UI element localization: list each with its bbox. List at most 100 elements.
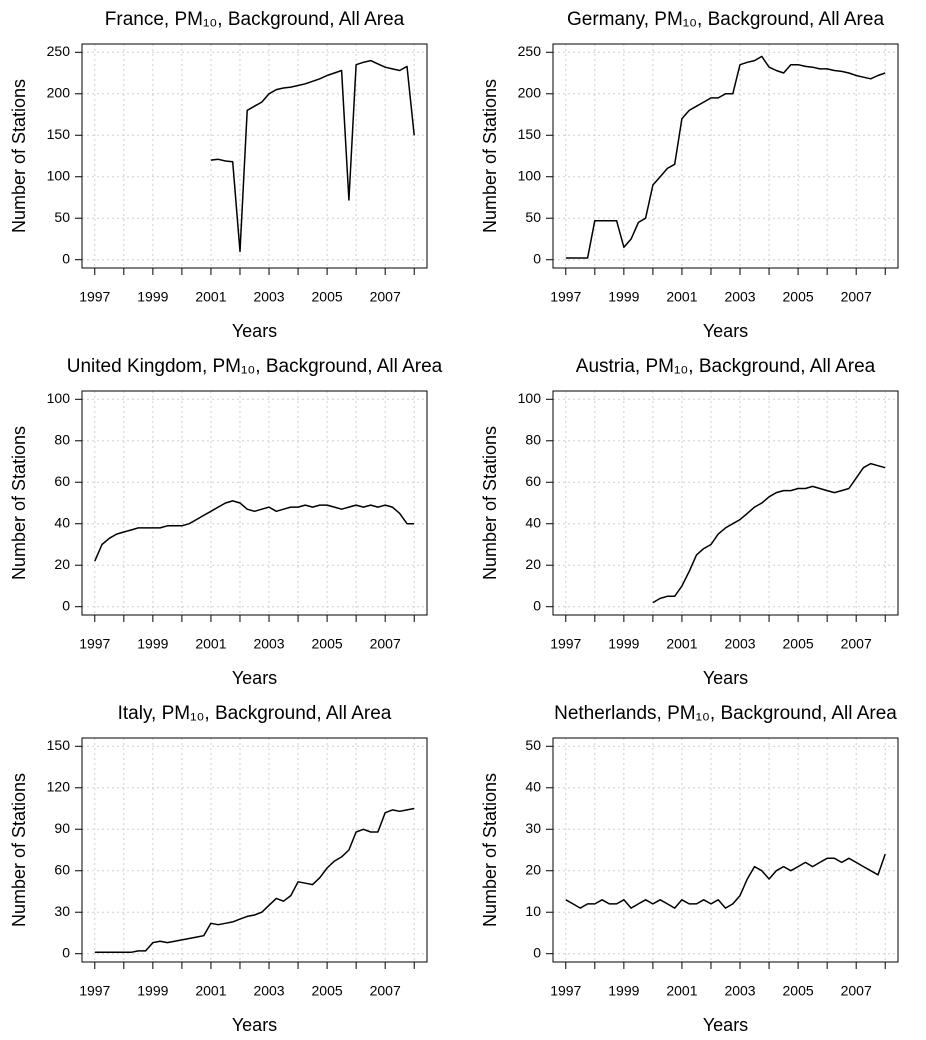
- x-tick-label: 1999: [137, 636, 168, 652]
- y-tick-label: 0: [62, 944, 70, 960]
- x-axis-label: Years: [232, 321, 277, 341]
- x-tick-label: 2007: [370, 636, 401, 652]
- x-tick-label: 2007: [841, 289, 872, 305]
- y-axis-label: Number of Stations: [480, 79, 500, 233]
- plot-frame: [81, 737, 428, 963]
- y-tick-label: 100: [47, 390, 71, 406]
- x-axis-label: Years: [703, 1015, 748, 1035]
- y-tick-label: 0: [62, 597, 70, 613]
- x-tick-label: 2001: [195, 636, 226, 652]
- x-tick-label: 1999: [608, 636, 639, 652]
- x-tick-label: 2001: [666, 983, 697, 999]
- x-tick-label: 2005: [312, 636, 343, 652]
- plot-frame: [81, 43, 428, 269]
- y-tick-label: 250: [518, 43, 542, 59]
- y-tick-label: 100: [47, 167, 71, 183]
- x-tick-label: 1997: [79, 289, 110, 305]
- x-tick-label: 2003: [724, 636, 755, 652]
- plot-frame: [552, 43, 899, 269]
- y-tick-label: 250: [47, 43, 71, 59]
- x-tick-label: 2007: [841, 636, 872, 652]
- chart-title: Italy, PM₁₀, Background, All Area: [118, 703, 392, 724]
- plot-frame: [552, 737, 899, 963]
- series-line: [94, 807, 415, 954]
- y-tick-label: 10: [525, 903, 541, 919]
- x-tick-label: 1999: [137, 289, 168, 305]
- series-line: [652, 462, 886, 604]
- plot-frame: [552, 390, 899, 616]
- x-tick-label: 2005: [312, 289, 343, 305]
- y-tick-label: 0: [533, 944, 541, 960]
- y-tick-label: 40: [525, 778, 541, 794]
- y-axis-label: Number of Stations: [480, 773, 500, 927]
- y-tick-label: 20: [525, 861, 541, 877]
- y-tick-label: 40: [54, 514, 70, 530]
- x-axis-label: Years: [703, 321, 748, 341]
- y-tick-label: 20: [525, 556, 541, 572]
- x-tick-label: 2005: [783, 289, 814, 305]
- plot-frame: [81, 390, 428, 616]
- x-tick-label: 1997: [79, 636, 110, 652]
- y-tick-label: 50: [525, 209, 541, 225]
- x-tick-label: 1999: [137, 983, 168, 999]
- y-tick-label: 60: [525, 473, 541, 489]
- y-tick-label: 100: [518, 390, 542, 406]
- y-tick-label: 80: [54, 431, 70, 447]
- x-tick-label: 2003: [724, 983, 755, 999]
- y-tick-label: 100: [518, 167, 542, 183]
- y-axis-label: Number of Stations: [480, 426, 500, 580]
- y-tick-label: 60: [54, 861, 70, 877]
- x-tick-label: 2007: [841, 983, 872, 999]
- x-tick-label: 2001: [666, 636, 697, 652]
- y-tick-label: 30: [54, 903, 70, 919]
- y-tick-label: 60: [54, 473, 70, 489]
- x-tick-label: 1997: [79, 983, 110, 999]
- y-tick-label: 200: [518, 84, 542, 100]
- y-tick-label: 90: [54, 820, 70, 836]
- y-tick-label: 50: [54, 209, 70, 225]
- y-tick-label: 150: [47, 737, 71, 753]
- x-tick-label: 2005: [783, 636, 814, 652]
- series-line: [94, 500, 415, 562]
- x-tick-label: 2003: [253, 636, 284, 652]
- y-tick-label: 120: [47, 778, 71, 794]
- y-tick-label: 30: [525, 820, 541, 836]
- series-line: [210, 59, 415, 253]
- series-line: [565, 853, 886, 909]
- y-tick-label: 80: [525, 431, 541, 447]
- x-tick-label: 2005: [312, 983, 343, 999]
- y-axis-label: Number of Stations: [9, 773, 29, 927]
- x-tick-label: 2001: [195, 983, 226, 999]
- chart-title: Austria, PM₁₀, Background, All Area: [576, 356, 876, 377]
- y-tick-label: 200: [47, 84, 71, 100]
- x-tick-label: 2003: [253, 983, 284, 999]
- y-axis-label: Number of Stations: [9, 79, 29, 233]
- y-tick-label: 0: [62, 250, 70, 266]
- x-tick-label: 1997: [550, 289, 581, 305]
- y-tick-label: 150: [47, 126, 71, 142]
- x-tick-label: 2003: [724, 289, 755, 305]
- x-tick-label: 1997: [550, 983, 581, 999]
- y-tick-label: 0: [533, 597, 541, 613]
- chart-title: Germany, PM₁₀, Background, All Area: [567, 9, 884, 30]
- y-axis-label: Number of Stations: [9, 426, 29, 580]
- y-tick-label: 0: [533, 250, 541, 266]
- x-tick-label: 1997: [550, 636, 581, 652]
- x-axis-label: Years: [232, 1015, 277, 1035]
- y-tick-label: 40: [525, 514, 541, 530]
- y-tick-label: 20: [54, 556, 70, 572]
- chart-title: France, PM₁₀, Background, All Area: [105, 9, 405, 30]
- x-tick-label: 2005: [783, 983, 814, 999]
- x-tick-label: 1999: [608, 289, 639, 305]
- x-tick-label: 2003: [253, 289, 284, 305]
- x-tick-label: 2001: [666, 289, 697, 305]
- chart-title: Netherlands, PM₁₀, Background, All Area: [554, 703, 897, 724]
- y-tick-label: 50: [525, 737, 541, 753]
- chart-title: United Kingdom, PM₁₀, Background, All Ar…: [67, 356, 443, 377]
- x-tick-label: 2007: [370, 289, 401, 305]
- x-axis-label: Years: [703, 668, 748, 688]
- series-line: [565, 55, 886, 259]
- x-tick-label: 2007: [370, 983, 401, 999]
- y-tick-label: 150: [518, 126, 542, 142]
